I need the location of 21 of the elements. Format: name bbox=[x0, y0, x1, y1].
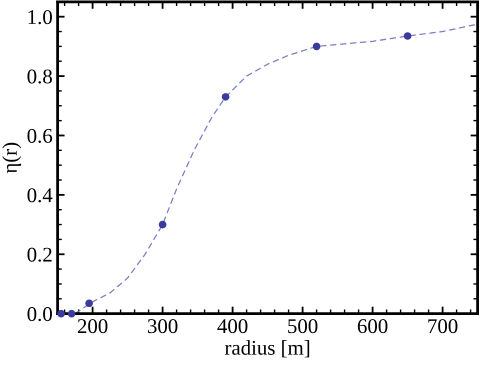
point bbox=[404, 32, 412, 40]
y-axis-title: η(r) bbox=[2, 142, 22, 174]
y-tick-label: 0.2 bbox=[27, 248, 52, 262]
x-tick-label: 700 bbox=[428, 319, 458, 334]
point bbox=[222, 93, 230, 101]
point bbox=[312, 42, 320, 50]
y-tick-label: 0.6 bbox=[27, 128, 52, 143]
y-tick-label: 1.0 bbox=[28, 10, 52, 24]
point bbox=[68, 310, 76, 318]
point bbox=[85, 299, 93, 308]
point bbox=[57, 310, 65, 318]
y-tick-label: 0.8 bbox=[27, 69, 52, 84]
x-tick-label: 600 bbox=[358, 319, 388, 334]
x-tick-label: 300 bbox=[148, 319, 178, 334]
point bbox=[158, 220, 166, 228]
x-tick-label: 200 bbox=[78, 319, 108, 334]
x-axis-title: radius [m] bbox=[224, 340, 310, 358]
y-tick-label: 0.0 bbox=[27, 307, 52, 322]
x-tick-label: 400 bbox=[217, 319, 248, 334]
y-tick-label: 0.4 bbox=[27, 188, 52, 202]
x-tick-label: 500 bbox=[288, 319, 318, 334]
